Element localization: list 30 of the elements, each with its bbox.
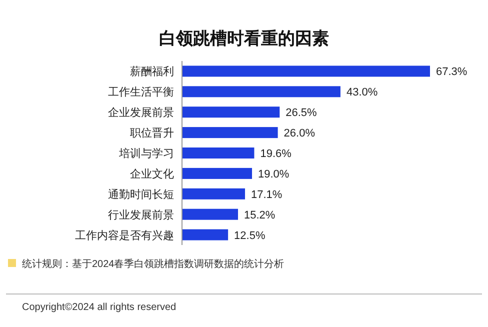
bar	[182, 86, 340, 98]
y-tick-label: 培训与学习	[118, 147, 174, 160]
y-tick-label: 工作生活平衡	[108, 86, 174, 99]
chart-title: 白领跳槽时看重的因素	[159, 29, 329, 48]
text: Copyright©2024 all rights reserved	[22, 302, 176, 313]
y-tick-label: 企业发展前景	[108, 106, 174, 120]
data-label: 26.5%	[286, 107, 318, 120]
bar	[182, 208, 238, 220]
bar	[182, 127, 278, 138]
data-label: 19.6%	[260, 148, 292, 160]
data-label: 26.0%	[284, 128, 316, 140]
data-label: 19.0%	[258, 168, 290, 180]
bar	[182, 229, 228, 240]
data-label: 15.2%	[244, 209, 276, 222]
y-tick-label: 通勤时间长短	[108, 188, 174, 201]
bar	[182, 66, 430, 77]
y-tick-label: 职位晋升	[130, 126, 174, 140]
bar	[182, 168, 252, 179]
bar	[182, 188, 246, 200]
y-tick-label: 企业文化	[130, 167, 174, 180]
bar	[182, 148, 254, 158]
data-label: 67.3%	[436, 66, 468, 78]
bar	[182, 106, 280, 118]
data-label: 17.1%	[251, 188, 282, 201]
y-tick-label: 行业发展前景	[108, 208, 174, 222]
data-label: 12.5%	[234, 230, 266, 242]
text: 统计规则：基于2024春季白领跳槽指数调研数据的统计分析	[22, 258, 284, 270]
y-tick-label: 工作内容是否有兴趣	[75, 228, 174, 242]
data-label: 43.0%	[346, 86, 378, 99]
y-tick-label: 薪酬福利	[130, 65, 174, 78]
